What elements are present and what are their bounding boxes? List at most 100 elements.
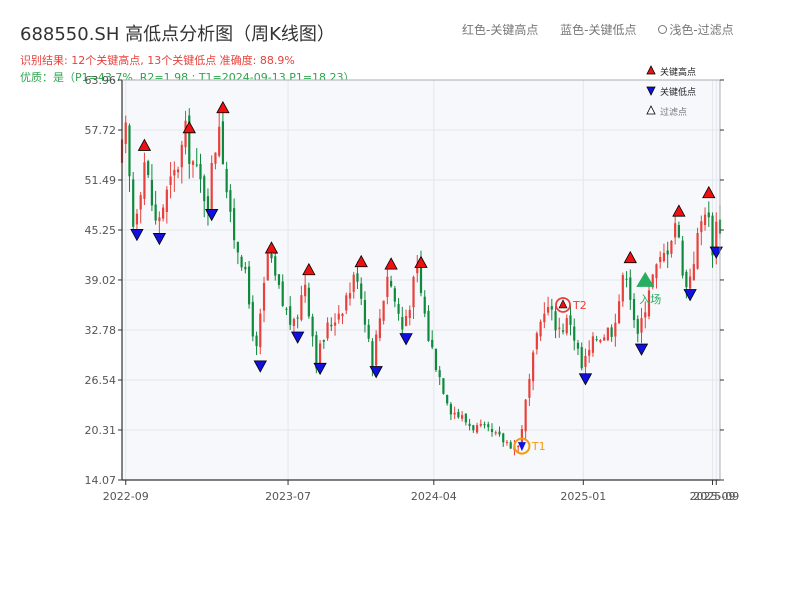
candle-body	[621, 275, 624, 302]
candle-body	[505, 441, 509, 443]
y-tick-label: 32.78	[85, 324, 117, 337]
candle-body	[277, 274, 281, 285]
candle-body	[285, 308, 288, 310]
t1-circle	[513, 437, 531, 455]
light-circle-icon	[658, 25, 668, 34]
candle-body	[401, 317, 404, 330]
key-low-marker	[130, 229, 144, 242]
x-tick-label: 2025-01	[560, 490, 606, 503]
candle-body	[535, 333, 538, 350]
candle-body	[300, 295, 303, 320]
candle-body	[165, 189, 168, 213]
result-summary: 识别结果: 12个关键高点, 13个关键低点 准确度: 88.9%	[20, 54, 295, 67]
candle-body	[532, 352, 535, 382]
key-high-marker	[672, 204, 686, 217]
candle-body	[221, 121, 225, 165]
candle-body	[390, 280, 393, 287]
candle-body	[576, 342, 580, 349]
low-legend-label: 关键低点	[660, 86, 696, 98]
candle-body	[311, 316, 314, 337]
candle-body	[636, 318, 639, 334]
candle-body	[386, 276, 389, 297]
candle-body	[322, 340, 325, 342]
key-low-marker	[578, 373, 593, 386]
candle-body	[681, 240, 684, 276]
candle-body	[356, 273, 359, 282]
candle-body	[154, 204, 157, 221]
candle-body	[188, 115, 191, 164]
candle-body	[461, 415, 464, 419]
candle-body	[603, 337, 606, 341]
candle-body	[539, 321, 542, 337]
candle-body	[696, 233, 699, 269]
candle-body	[360, 283, 363, 299]
y-tick-label: 45.25	[85, 224, 117, 237]
x-tick-label: 2025-09	[690, 490, 736, 503]
t1-low-marker	[517, 442, 526, 452]
candle-body	[599, 339, 602, 343]
candle-body	[128, 125, 131, 177]
candle-body	[162, 207, 165, 219]
light-legend-text: 浅色-过滤点	[669, 23, 734, 37]
candle-body	[180, 144, 183, 168]
candle-body	[255, 335, 258, 347]
candle-body	[558, 327, 561, 329]
key-low-marker	[634, 343, 649, 356]
candle-body	[345, 295, 348, 311]
candle-body	[378, 318, 381, 338]
candle-body	[412, 277, 415, 308]
candle-body	[442, 378, 445, 394]
candle-body	[408, 309, 411, 318]
marker-legend: 关键高点 关键低点 过滤点	[646, 65, 696, 118]
candle-body	[135, 213, 139, 225]
candle-body	[617, 301, 621, 324]
candle-body	[404, 316, 408, 326]
candle-body	[158, 217, 161, 222]
candle-body	[214, 152, 217, 164]
candle-body	[423, 296, 426, 314]
y-tick-label: 51.49	[85, 174, 117, 187]
candle-body	[614, 322, 617, 337]
key-low-marker	[683, 289, 697, 302]
candle-body	[307, 287, 310, 317]
candle-body	[292, 318, 296, 326]
candle-body	[326, 322, 329, 339]
y-tick-label: 20.31	[85, 424, 117, 437]
key-high-marker	[702, 185, 716, 199]
key-low-marker	[290, 331, 305, 344]
candle-body	[520, 428, 524, 446]
t2-circle	[555, 297, 571, 313]
key-high-marker	[302, 262, 316, 276]
candle-body	[674, 223, 677, 238]
key-low-marker	[313, 362, 327, 376]
candle-body	[330, 324, 333, 327]
candle-body	[367, 324, 370, 339]
candle-body	[662, 252, 666, 262]
candle-body	[281, 281, 284, 306]
candle-body	[472, 425, 475, 431]
candle-body	[554, 311, 557, 331]
candle-body	[229, 190, 232, 212]
candle-body	[341, 313, 344, 317]
candle-body	[199, 163, 202, 180]
candle-body	[176, 169, 180, 173]
key-high-marker	[216, 100, 230, 114]
candle-body	[150, 179, 153, 206]
candle-body	[218, 126, 221, 156]
chart-title: 688550.SH 高低点分析图（周K线图）	[20, 24, 335, 45]
high-legend-icon	[646, 65, 656, 75]
candle-body	[610, 327, 613, 337]
candle-body	[640, 318, 643, 333]
candle-body	[348, 293, 352, 299]
candle-body	[236, 241, 239, 253]
candle-body	[528, 378, 531, 398]
candle-body	[434, 348, 438, 371]
candle-body	[244, 266, 247, 270]
candle-body	[670, 241, 673, 254]
candle-body	[487, 424, 490, 428]
candle-body	[449, 404, 452, 415]
red-legend-text: 红色-关键高点	[462, 23, 539, 37]
key-low-marker	[152, 233, 167, 246]
candle-body	[689, 276, 692, 289]
candle-body	[147, 161, 150, 176]
